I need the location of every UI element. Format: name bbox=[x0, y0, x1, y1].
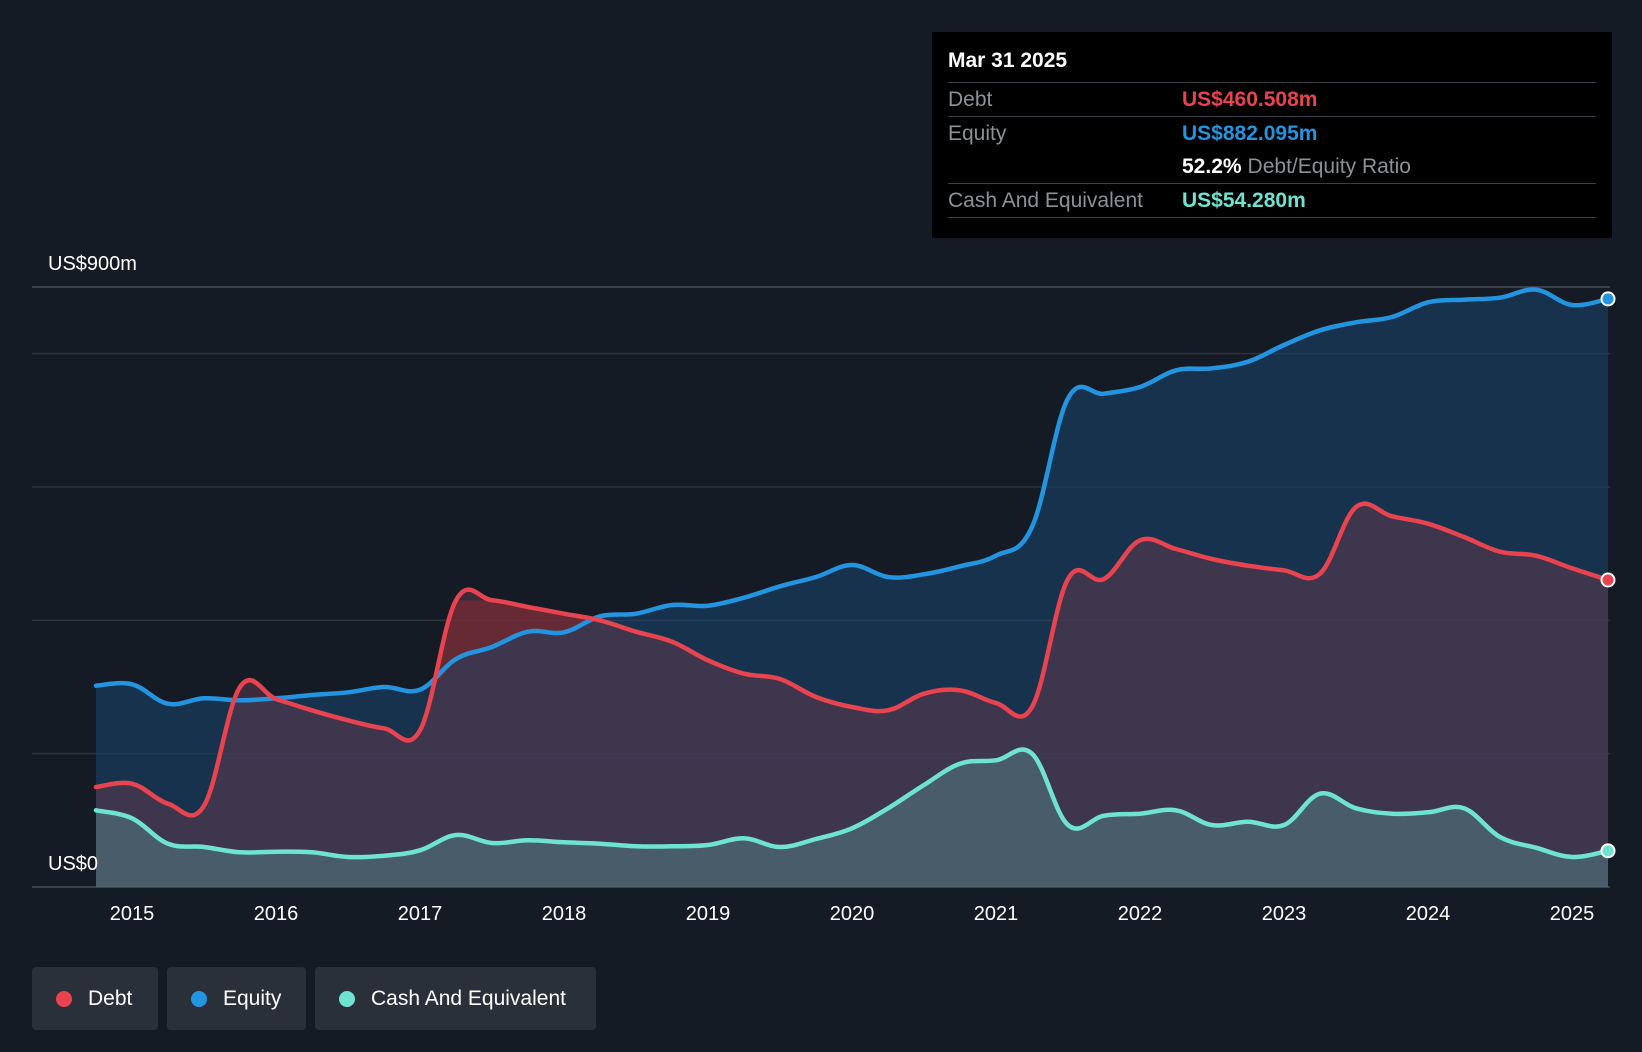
tooltip-ratio-row: 52.2% Debt/Equity Ratio bbox=[948, 150, 1596, 183]
legend-cash-label: Cash And Equivalent bbox=[371, 986, 566, 1010]
legend-item-cash[interactable]: Cash And Equivalent bbox=[315, 967, 596, 1030]
tooltip-date: Mar 31 2025 bbox=[948, 49, 1068, 72]
x-tick-label: 2021 bbox=[974, 903, 1019, 925]
tooltip-equity-row: Equity US$882.095m bbox=[948, 116, 1596, 150]
series-end-dots bbox=[1600, 291, 1616, 859]
x-tick-label: 2016 bbox=[254, 903, 299, 925]
tooltip-cash-value: US$54.280m bbox=[1182, 189, 1306, 212]
tooltip-ratio-spacer bbox=[948, 150, 1182, 183]
debt-over-equity-area bbox=[434, 600, 600, 687]
tooltip-debt-row: Debt US$460.508m bbox=[948, 82, 1596, 116]
tooltip-ratio-label: Debt/Equity Ratio bbox=[1247, 155, 1411, 178]
tooltip-ratio-value: 52.2% bbox=[1182, 155, 1242, 178]
legend: Debt Equity Cash And Equivalent bbox=[32, 967, 596, 1030]
debt-line bbox=[93, 501, 1611, 818]
tooltip-equity-value: US$882.095m bbox=[1182, 122, 1318, 145]
x-tick-label: 2022 bbox=[1118, 903, 1163, 925]
tooltip-cash-label: Cash And Equivalent bbox=[948, 189, 1143, 212]
cash-area bbox=[96, 749, 1608, 887]
legend-item-debt[interactable]: Debt bbox=[32, 967, 158, 1030]
tooltip-equity-label: Equity bbox=[948, 122, 1007, 145]
series-lines bbox=[93, 287, 1611, 860]
x-axis: 2015 2016 2017 2018 2019 2020 2021 2022 2023 2024… bbox=[110, 903, 1595, 925]
x-tick-label: 2018 bbox=[542, 903, 587, 925]
cash-line bbox=[93, 747, 1611, 860]
equity-end-dot bbox=[1600, 291, 1616, 307]
debt-end-dot bbox=[1600, 572, 1616, 588]
equity-line bbox=[93, 287, 1611, 707]
x-tick-label: 2024 bbox=[1406, 903, 1451, 925]
x-tick-label: 2020 bbox=[830, 903, 875, 925]
tooltip-debt-value: US$460.508m bbox=[1182, 88, 1318, 111]
tooltip-debt-label: Debt bbox=[948, 88, 993, 111]
series-areas bbox=[96, 289, 1608, 887]
equity-dot-icon bbox=[191, 990, 207, 1007]
legend-item-equity[interactable]: Equity bbox=[167, 967, 306, 1030]
hover-tooltip: Mar 31 2025 Debt US$460.508m Equity US$8… bbox=[932, 32, 1612, 238]
cash-dot-icon bbox=[339, 990, 355, 1007]
debt-area bbox=[96, 503, 1608, 887]
cash-end-dot bbox=[1600, 843, 1616, 859]
x-tick-label: 2019 bbox=[686, 903, 731, 925]
x-tick-label: 2017 bbox=[398, 903, 443, 925]
x-tick-label: 2025 bbox=[1550, 903, 1595, 925]
x-tick-label: 2023 bbox=[1262, 903, 1307, 925]
y-axis-top-label: US$900m bbox=[48, 253, 137, 275]
legend-debt-label: Debt bbox=[88, 986, 133, 1010]
debt-dot-icon bbox=[56, 990, 72, 1007]
tooltip-cash-row: Cash And Equivalent US$54.280m bbox=[948, 183, 1596, 218]
y-axis-bottom-label: US$0 bbox=[48, 853, 98, 875]
legend-equity-label: Equity bbox=[223, 986, 282, 1010]
x-tick-label: 2015 bbox=[110, 903, 155, 925]
